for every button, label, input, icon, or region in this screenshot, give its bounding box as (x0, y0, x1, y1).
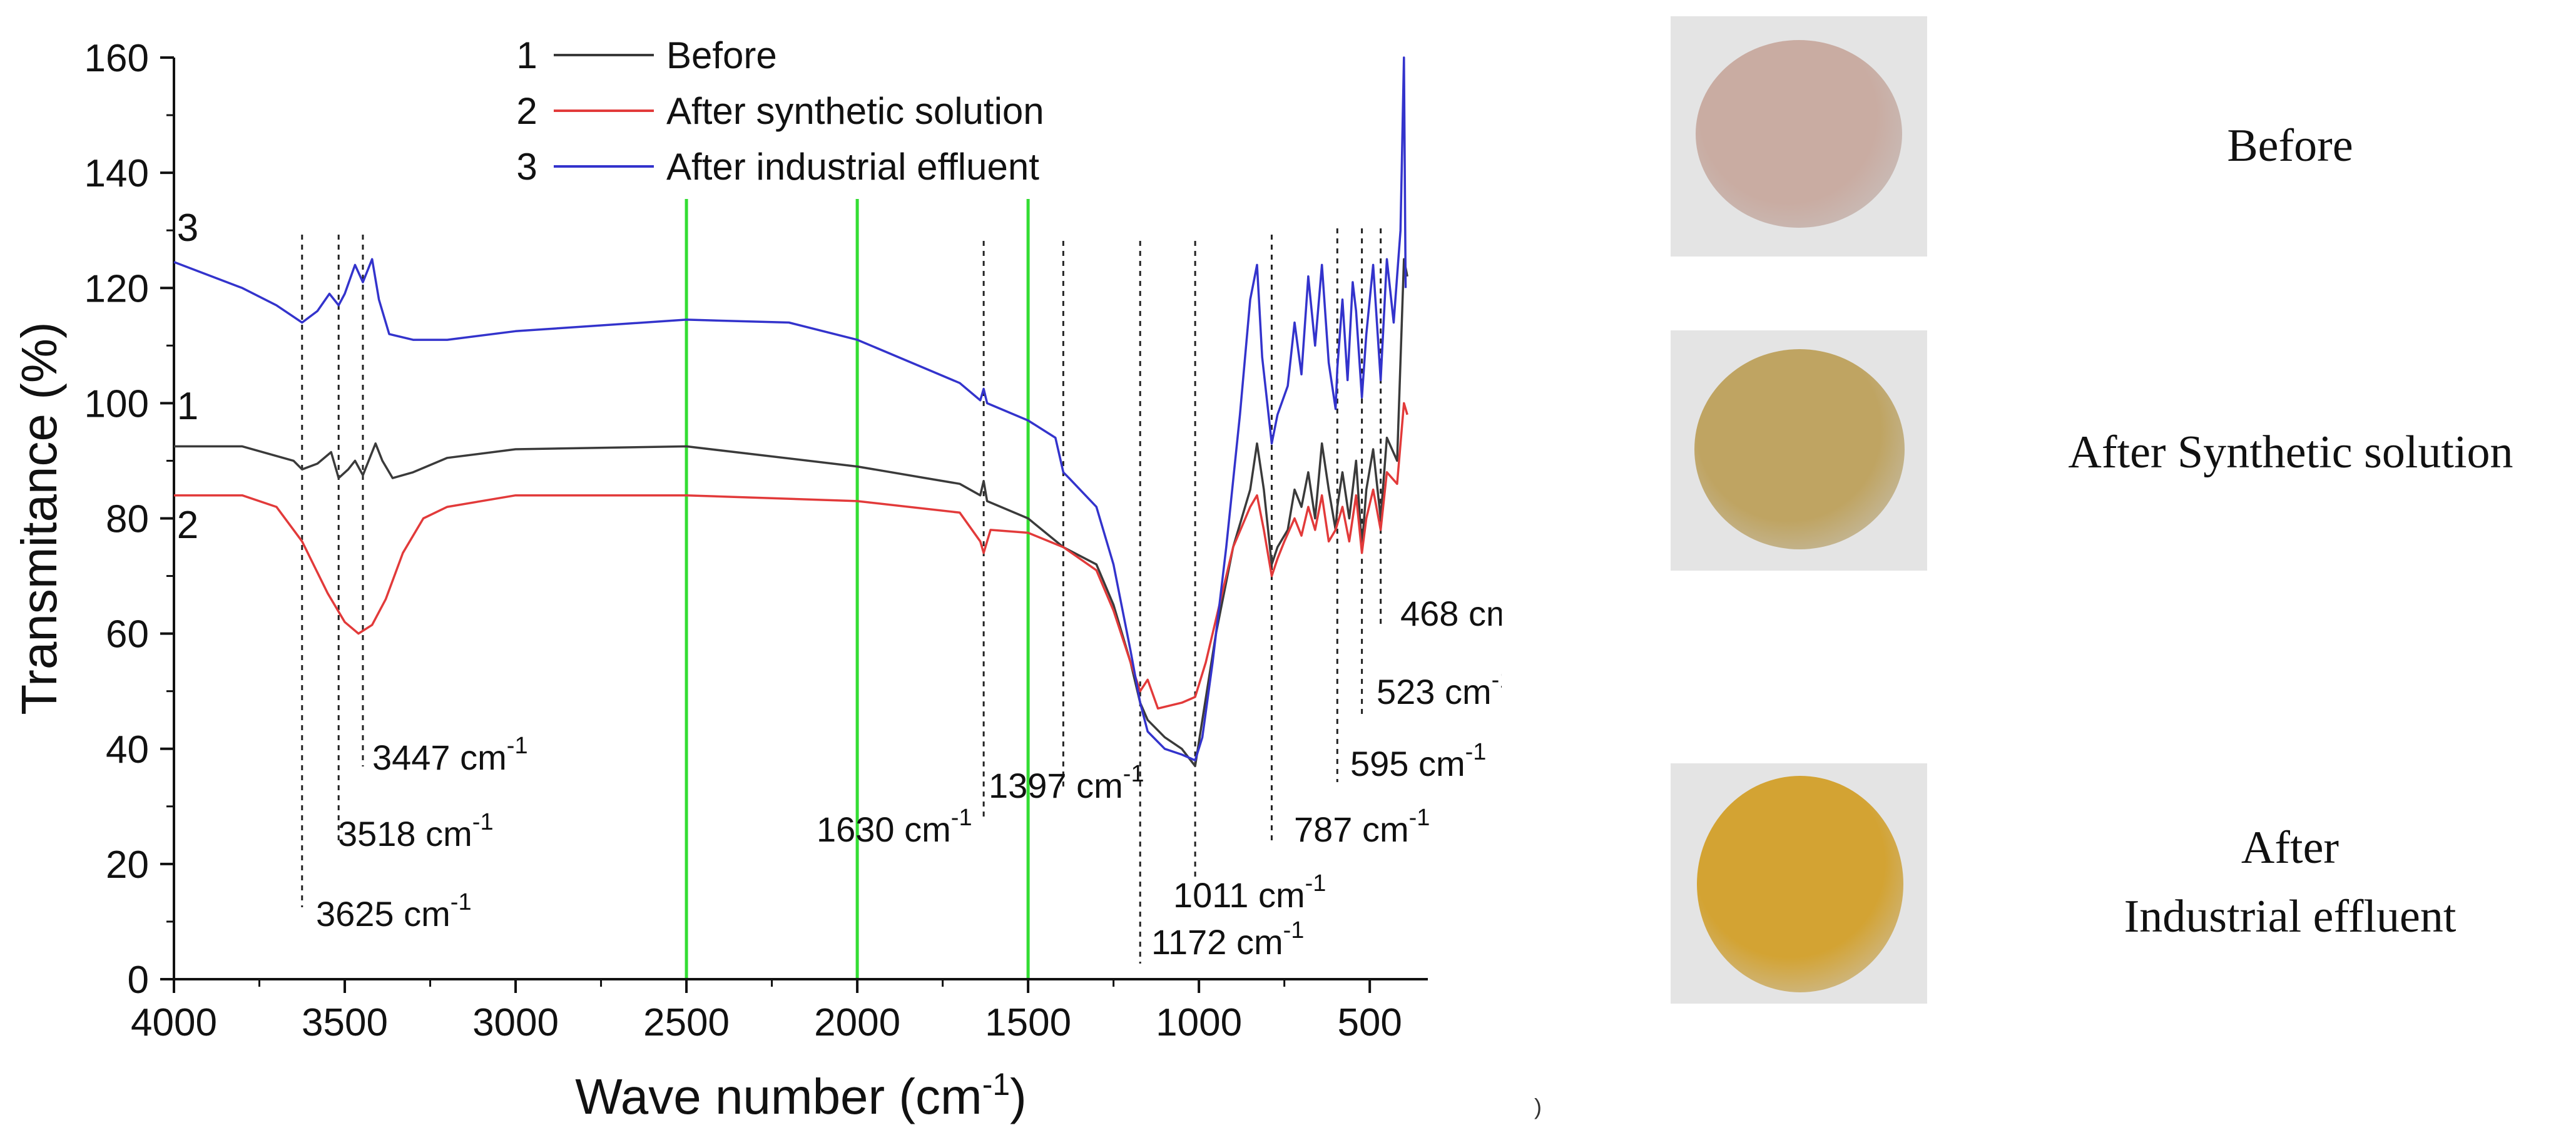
peak-label-3625: 3625 cm-1 (316, 889, 472, 934)
curve-number-label-3: 3 (177, 206, 198, 250)
caption-after-industrial-line2: Industrial effluent (2124, 891, 2456, 942)
peak-label-3447: 3447 cm-1 (372, 733, 528, 777)
ftir-chart-svg: 4000 3500 3000 2500 2000 1500 1000 500 0 20 40 60 80… (11, 34, 1536, 1124)
legend-number-2: 2 (516, 90, 537, 132)
x-tick-label-1500: 1500 (985, 1001, 1071, 1044)
y-tick-label-140: 140 (84, 152, 149, 195)
sample-photo-after-synthetic (1671, 330, 1927, 571)
y-tick-label-60: 60 (106, 613, 149, 656)
peak-label-523: 523 cm-1 (1377, 667, 1502, 711)
ftir-chart: 4000 3500 3000 2500 2000 1500 1000 500 0 20 40 60 80… (11, 34, 1536, 1124)
caption-before: Before (2227, 120, 2353, 171)
x-tick-label-2000: 2000 (814, 1001, 900, 1044)
peak-label-1172: 1172 cm-1 (1151, 917, 1304, 962)
stray-mark: ) (1534, 1094, 1542, 1119)
legend-number-3: 3 (516, 146, 537, 188)
legend-label-3: After industrial effluent (666, 146, 1039, 188)
peak-label-1630: 1630 cm-1 (817, 805, 972, 849)
y-tick-label-20: 20 (106, 843, 149, 887)
caption-after-industrial: After Industrial effluent (2040, 813, 2540, 951)
series-line-1 (174, 258, 1408, 768)
powder-after-industrial-image (1697, 776, 1903, 992)
x-axis-label: Wave number (cm-1) (575, 1067, 1027, 1124)
x-tick-label-3500: 3500 (302, 1001, 388, 1044)
curve-number-label-2: 2 (177, 504, 198, 547)
y-tick-label-120: 120 (84, 267, 149, 310)
x-tick-label-2500: 2500 (643, 1001, 730, 1044)
legend-label-1: Before (666, 34, 777, 76)
peak-label-787: 787 cm-1 (1294, 805, 1430, 849)
powder-after-synthetic-image (1694, 349, 1905, 549)
peak-label-1011: 1011 cm-1 (1173, 870, 1326, 915)
x-tick-label-500: 500 (1337, 1001, 1402, 1044)
y-tick-label-100: 100 (84, 382, 149, 425)
series-line-2 (174, 402, 1408, 710)
peak-label-468: 468 cm-1 (1400, 589, 1502, 633)
x-tick-label-4000: 4000 (131, 1001, 217, 1044)
x-tick-label-1000: 1000 (1156, 1001, 1242, 1044)
sample-photo-after-industrial (1671, 763, 1927, 1004)
y-tick-label-160: 160 (84, 37, 149, 80)
x-tick-label-3000: 3000 (472, 1001, 559, 1044)
series-line-3 (173, 56, 1407, 761)
caption-after-synthetic: After Synthetic solution (2068, 427, 2513, 478)
y-axis-label: Transmitance (%) (11, 322, 67, 715)
sample-photo-before (1671, 16, 1927, 257)
y-tick-label-40: 40 (106, 728, 149, 771)
legend-label-2: After synthetic solution (666, 90, 1044, 132)
y-tick-label-80: 80 (106, 498, 149, 541)
y-tick-label-0: 0 (128, 959, 149, 1002)
curve-number-label-1: 1 (177, 385, 198, 428)
caption-after-industrial-line1: After (2241, 822, 2339, 873)
peak-label-595: 595 cm-1 (1350, 739, 1486, 783)
powder-before-image (1696, 40, 1902, 228)
legend-number-1: 1 (516, 34, 537, 76)
peak-label-3518: 3518 cm-1 (338, 809, 494, 853)
peak-label-1397: 1397 cm-1 (989, 761, 1144, 805)
